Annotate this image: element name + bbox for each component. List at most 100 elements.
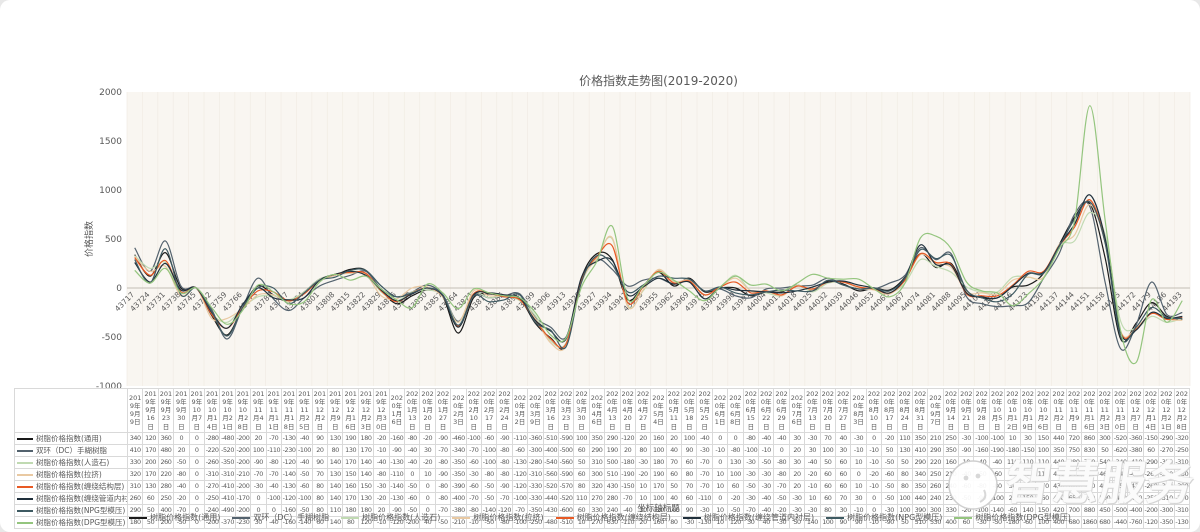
series-line	[134, 200, 1183, 350]
table-cell: 300	[588, 467, 606, 481]
table-cell: -110	[265, 443, 282, 457]
table-cell: -40	[696, 431, 713, 445]
table-cell: 130	[357, 491, 375, 505]
table-date-header: 2019年11月25日	[296, 388, 313, 433]
table-cell: -90	[250, 455, 267, 469]
table-cell: 110	[1019, 455, 1037, 469]
table-cell: -100	[480, 443, 498, 457]
table-cell: -40	[804, 455, 821, 469]
chart-title: 价格指数走势图(2019-2020)	[579, 74, 738, 88]
table-cell: 190	[650, 467, 667, 481]
table-cell: -20	[373, 431, 390, 445]
table-cell: -30	[250, 479, 267, 493]
table-cell: -40	[773, 431, 790, 445]
table-cell: 30	[788, 431, 806, 445]
table-cell: 0	[188, 455, 205, 469]
table-cell: 60	[819, 467, 836, 481]
table-date-header: 2019年11月11日	[265, 388, 282, 433]
table-cell: 20	[634, 431, 652, 445]
table-date-header: 2019年12月2日	[311, 388, 329, 433]
legend-item: 树脂价格指数(NPG型模压)	[826, 512, 942, 523]
series-label: 树脂价格指数(通用)	[14, 431, 128, 445]
table-cell: 220	[927, 455, 944, 469]
table-date-header: 2020年7月20日	[819, 388, 836, 433]
table-date-header: 2019年11月4日	[250, 388, 267, 433]
table-cell: -90	[496, 431, 513, 445]
table-cell: 30	[1019, 431, 1037, 445]
table-cell: -30	[634, 455, 652, 469]
table-cell: 180	[650, 455, 667, 469]
table-cell: -50	[404, 479, 421, 493]
table-cell: -200	[404, 515, 421, 529]
table-cell: 80	[896, 479, 913, 493]
table-cell: -70	[696, 467, 713, 481]
table-cell: -40	[958, 467, 975, 481]
table-cell: -200	[234, 431, 252, 445]
table-cell: -280	[527, 455, 544, 469]
table-cell: -10	[865, 455, 883, 469]
table-date-header: 2020年8月10日	[865, 388, 883, 433]
table-cell: 900	[1081, 479, 1098, 493]
table-corner	[14, 388, 128, 433]
table-cell: -40	[265, 479, 282, 493]
table-cell: -70	[250, 467, 267, 481]
table-date-header: 2020年4月13日	[604, 388, 621, 433]
table-cell: -340	[1111, 455, 1129, 469]
table-cell: 360	[157, 431, 175, 445]
table-cell: -10	[865, 479, 883, 493]
table-date-header: 2020年11月9日	[1065, 388, 1083, 433]
table-cell: 340	[911, 467, 929, 481]
table-cell: 680	[1065, 515, 1083, 529]
table-row: 树脂价格指数(NPG型模压) 290 50 400 -70 0 -240 -490 -200 0 0…	[14, 503, 1191, 517]
legend-label: 树脂价格指数(NPG型模压)	[847, 513, 943, 522]
table-cell: 10	[634, 479, 652, 493]
table-cell: -130	[388, 491, 406, 505]
table-cell: -70	[696, 455, 713, 469]
table-cell: -10	[804, 479, 821, 493]
table-cell: -50	[881, 479, 898, 493]
table-date-header: 2019年12月30日	[373, 388, 390, 433]
table-cell: 150	[1035, 431, 1052, 445]
table-cell: -20	[419, 455, 436, 469]
table-cell: -200	[234, 443, 252, 457]
table-date-header: 2019年10月21日	[219, 388, 236, 433]
table-date-header: 2020年11月30日	[1111, 388, 1129, 433]
table-cell: 0	[711, 431, 729, 445]
table-date-header: 2020年3月9日	[527, 388, 544, 433]
series-swatch	[17, 461, 33, 464]
legend-label: 树脂价格指数(拉挤)	[473, 513, 544, 522]
table-date-header: 2020年3月30日	[573, 388, 590, 433]
table-cell: -50	[434, 515, 452, 529]
table-cell: -80	[404, 431, 421, 445]
table-cell: -30	[804, 431, 821, 445]
table-cell: -30	[742, 467, 760, 481]
table-cell: -190	[619, 467, 636, 481]
table-date-header: 2020年11月16日	[1081, 388, 1098, 433]
table-cell: 80	[1004, 467, 1021, 481]
table-cell: 100	[650, 443, 667, 457]
table-date-header: 2020年1月6日	[388, 388, 406, 433]
series-label: 树脂价格指数(NPG型模压)	[14, 503, 128, 517]
table-cell: 90	[681, 443, 698, 457]
table-date-header: 2020年10月12日	[1004, 388, 1021, 433]
table-cell: 80	[665, 515, 683, 529]
table-cell: 290	[588, 443, 606, 457]
table-cell: -410	[1127, 455, 1144, 469]
table-cell: -80	[742, 431, 760, 445]
series-swatch	[17, 437, 33, 440]
table-cell: 250	[927, 467, 944, 481]
table-cell: -80	[727, 443, 744, 457]
table-cell: 130	[327, 467, 344, 481]
table-cell: -50	[480, 479, 498, 493]
table-cell: 20	[311, 443, 329, 457]
table-cell: -30	[696, 443, 713, 457]
table-cell: -70	[696, 479, 713, 493]
table-cell: 20	[788, 443, 806, 457]
table-cell: -180	[619, 455, 636, 469]
table-cell: -10	[865, 443, 883, 457]
table-cell: 180	[357, 431, 375, 445]
table-cell: -190	[988, 443, 1006, 457]
table-cell: 140	[327, 479, 344, 493]
table-date-header: 2020年8月3日	[850, 388, 867, 433]
